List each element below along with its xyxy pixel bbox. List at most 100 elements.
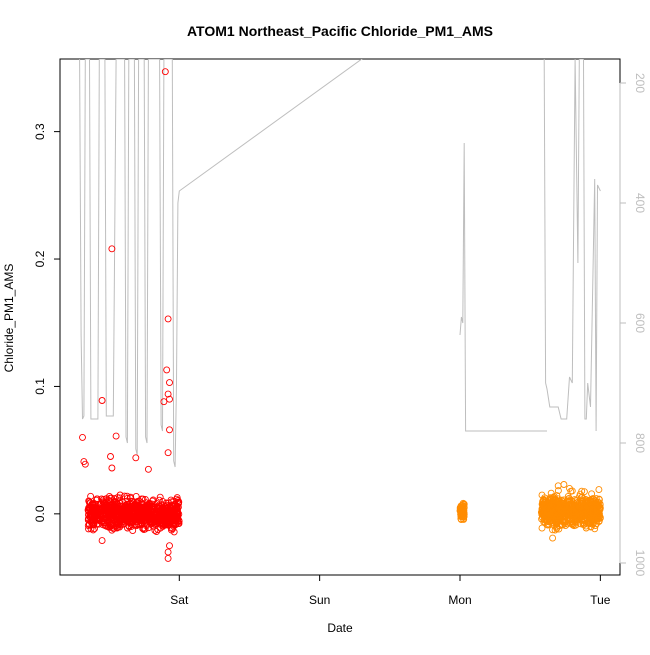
data-point	[129, 497, 137, 505]
data-point	[166, 426, 173, 434]
data-point	[588, 490, 596, 498]
data-point	[123, 492, 131, 500]
data-point	[587, 505, 595, 513]
data-point	[562, 522, 569, 530]
data-point	[140, 524, 148, 532]
data-point	[164, 315, 172, 323]
data-point	[539, 501, 547, 509]
data-point	[585, 515, 593, 523]
data-point	[166, 395, 173, 403]
data-point	[140, 514, 148, 521]
data-point	[107, 453, 114, 460]
pressure-line	[543, 59, 601, 432]
data-point	[568, 487, 576, 495]
data-point	[572, 512, 580, 520]
y-tick-label: 0.2	[33, 250, 47, 267]
y2-tick-label: 200	[633, 73, 647, 93]
data-point	[538, 524, 546, 532]
data-point	[595, 495, 603, 503]
y-tick-label: 0.0	[33, 505, 47, 522]
data-point	[595, 486, 603, 494]
data-point	[554, 487, 562, 495]
data-point	[122, 505, 130, 513]
data-point	[164, 548, 172, 556]
data-point	[565, 494, 573, 502]
data-point	[574, 509, 582, 517]
data-point	[116, 508, 124, 516]
data-point	[583, 496, 590, 504]
data-point	[174, 499, 182, 507]
data-point	[164, 449, 172, 457]
data-point	[587, 502, 595, 510]
data-point	[546, 510, 554, 518]
data-point	[114, 512, 121, 519]
data-point	[560, 481, 568, 488]
data-point	[125, 505, 133, 513]
data-point	[595, 513, 603, 521]
data-point	[101, 500, 109, 508]
data-point	[161, 68, 169, 76]
data-point	[553, 492, 561, 500]
data-point	[148, 502, 156, 510]
pressure-line	[79, 59, 363, 468]
data-point	[113, 524, 121, 532]
data-point	[165, 508, 173, 516]
pressure-line-layer	[79, 59, 601, 468]
data-point	[108, 245, 116, 253]
data-point	[150, 502, 158, 510]
data-point	[87, 492, 95, 500]
pressure-line	[459, 142, 547, 432]
data-point	[133, 499, 140, 507]
data-point	[98, 397, 106, 404]
data-point	[109, 506, 117, 514]
data-point	[106, 523, 114, 531]
data-point	[567, 509, 575, 517]
y2-tick-label: 800	[633, 433, 647, 453]
data-point	[112, 432, 120, 440]
data-point	[559, 518, 567, 526]
data-point	[158, 519, 166, 527]
data-point	[549, 526, 556, 534]
data-point	[144, 465, 152, 473]
data-point	[79, 433, 86, 441]
data-point	[166, 379, 173, 387]
data-point	[583, 517, 591, 525]
data-point	[153, 528, 160, 536]
data-point	[121, 492, 128, 500]
data-point	[113, 522, 121, 530]
data-point	[537, 508, 545, 516]
data-point	[557, 507, 565, 515]
data-point	[84, 511, 92, 519]
data-point	[459, 515, 467, 523]
chart-title: ATOM1 Northeast_Pacific Chloride_PM1_AMS	[187, 23, 493, 39]
data-point	[108, 464, 116, 472]
data-point	[556, 512, 564, 520]
data-point	[113, 500, 121, 508]
data-point	[116, 494, 123, 502]
y2-tick-label: 1000	[633, 550, 647, 577]
y-axis-label: Chloride_PM1_AMS	[2, 264, 16, 373]
y2-tick-label: 600	[633, 313, 647, 333]
axes-layer: 0.0 0.1 0.2 0.3 Sat Sun Mon Tue 200 400 600 800 1000	[33, 73, 647, 607]
data-point	[98, 537, 106, 545]
data-point	[596, 514, 604, 522]
data-point	[167, 524, 175, 532]
data-point	[460, 503, 468, 510]
data-point	[91, 525, 98, 533]
data-point	[166, 542, 173, 550]
data-point	[165, 499, 173, 507]
data-point	[81, 460, 89, 468]
data-point	[578, 487, 586, 495]
data-point	[129, 527, 137, 535]
data-point	[540, 518, 548, 526]
data-point	[159, 505, 167, 513]
data-point	[570, 508, 578, 516]
data-point	[550, 494, 557, 501]
data-point	[91, 509, 99, 517]
data-point	[591, 525, 599, 533]
y2-tick-label: 400	[633, 193, 647, 213]
data-point	[106, 497, 114, 505]
x-tick-label: Sat	[170, 593, 189, 607]
